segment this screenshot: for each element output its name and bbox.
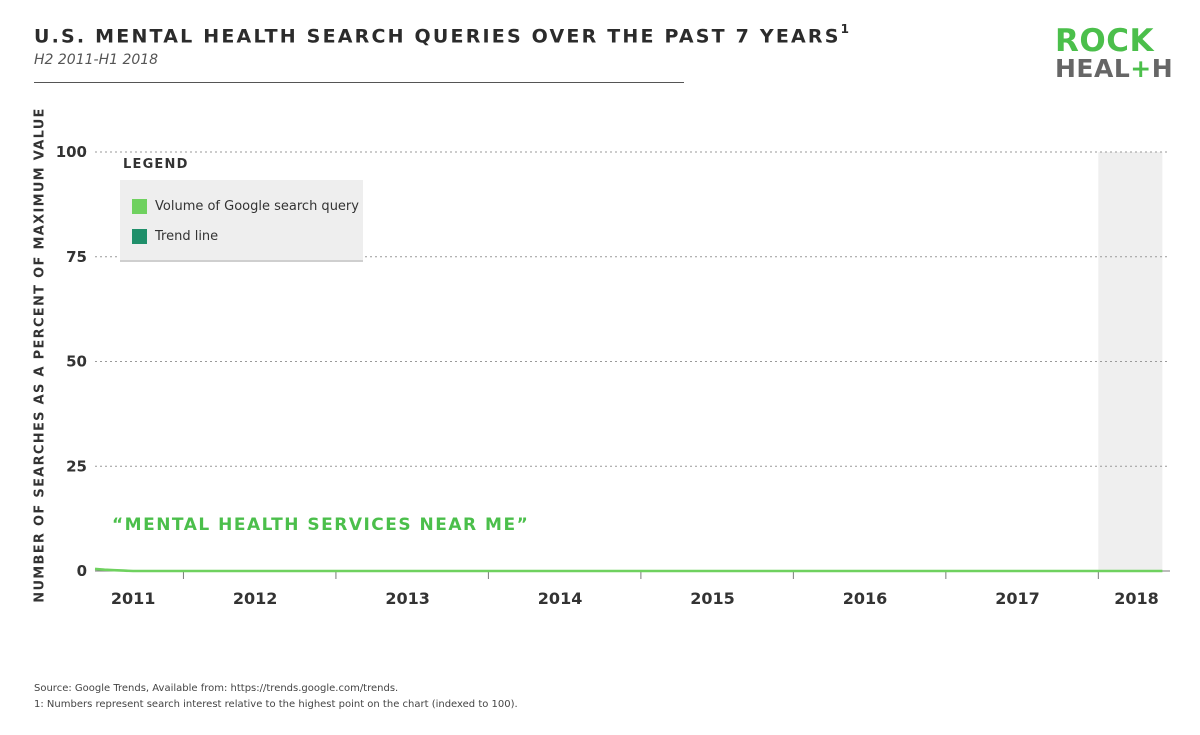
- x-tick-label-2012: 2012: [233, 589, 278, 608]
- legend-swatch-trend-line: [132, 229, 147, 244]
- logo-line-rock: ROCK: [1055, 23, 1154, 59]
- series-layer: [94, 567, 1163, 573]
- logo-line-health: HEAL+H: [1055, 54, 1174, 83]
- legend-label-search-volume: Volume of Google search query: [155, 199, 359, 214]
- x-tick-label-2017: 2017: [995, 589, 1040, 608]
- chart-subtitle: H2 2011-H1 2018: [34, 52, 159, 68]
- x-tick-label-2015: 2015: [690, 589, 735, 608]
- x-tick-label-2014: 2014: [538, 589, 583, 608]
- y-tick-label-0: 0: [77, 562, 87, 580]
- title-divider: [34, 82, 684, 83]
- x-tick-label-2016: 2016: [843, 589, 888, 608]
- y-tick-label-4: 100: [56, 143, 87, 161]
- legend-title: LEGEND: [123, 157, 189, 172]
- chart-title: U.S. MENTAL HEALTH SEARCH QUERIES OVER T…: [34, 22, 850, 48]
- query-annotation: “MENTAL HEALTH SERVICES NEAR ME”: [112, 515, 530, 535]
- rock-health-logo: ROCK HEAL+H: [1055, 23, 1174, 83]
- legend: Volume of Google search query Trend line: [120, 180, 363, 262]
- y-tick-label-1: 25: [66, 457, 87, 475]
- source-footnote: Source: Google Trends, Available from: h…: [34, 683, 399, 694]
- legend-item-search-volume: Volume of Google search query: [132, 199, 359, 214]
- title-footnote-marker: 1: [840, 22, 850, 36]
- search-volume-line: [94, 567, 1163, 573]
- x-tick-label-2013: 2013: [385, 589, 430, 608]
- y-tick-label-3: 75: [66, 248, 87, 266]
- logo-plus-icon: +: [1130, 54, 1152, 83]
- legend-swatch-search-volume: [132, 199, 147, 214]
- legend-label-trend-line: Trend line: [155, 229, 219, 244]
- x-tick-label-2011: 2011: [111, 589, 156, 608]
- x-tick-label-2018: 2018: [1114, 589, 1159, 608]
- index-footnote: 1: Numbers represent search interest rel…: [34, 699, 518, 710]
- legend-item-trend-line: Trend line: [132, 229, 218, 244]
- tick-labels-layer: 0 25 50 75 100 2011 2012 2013 2014 2015 2016 2017 20…: [56, 143, 1159, 608]
- y-tick-label-2: 50: [66, 353, 87, 371]
